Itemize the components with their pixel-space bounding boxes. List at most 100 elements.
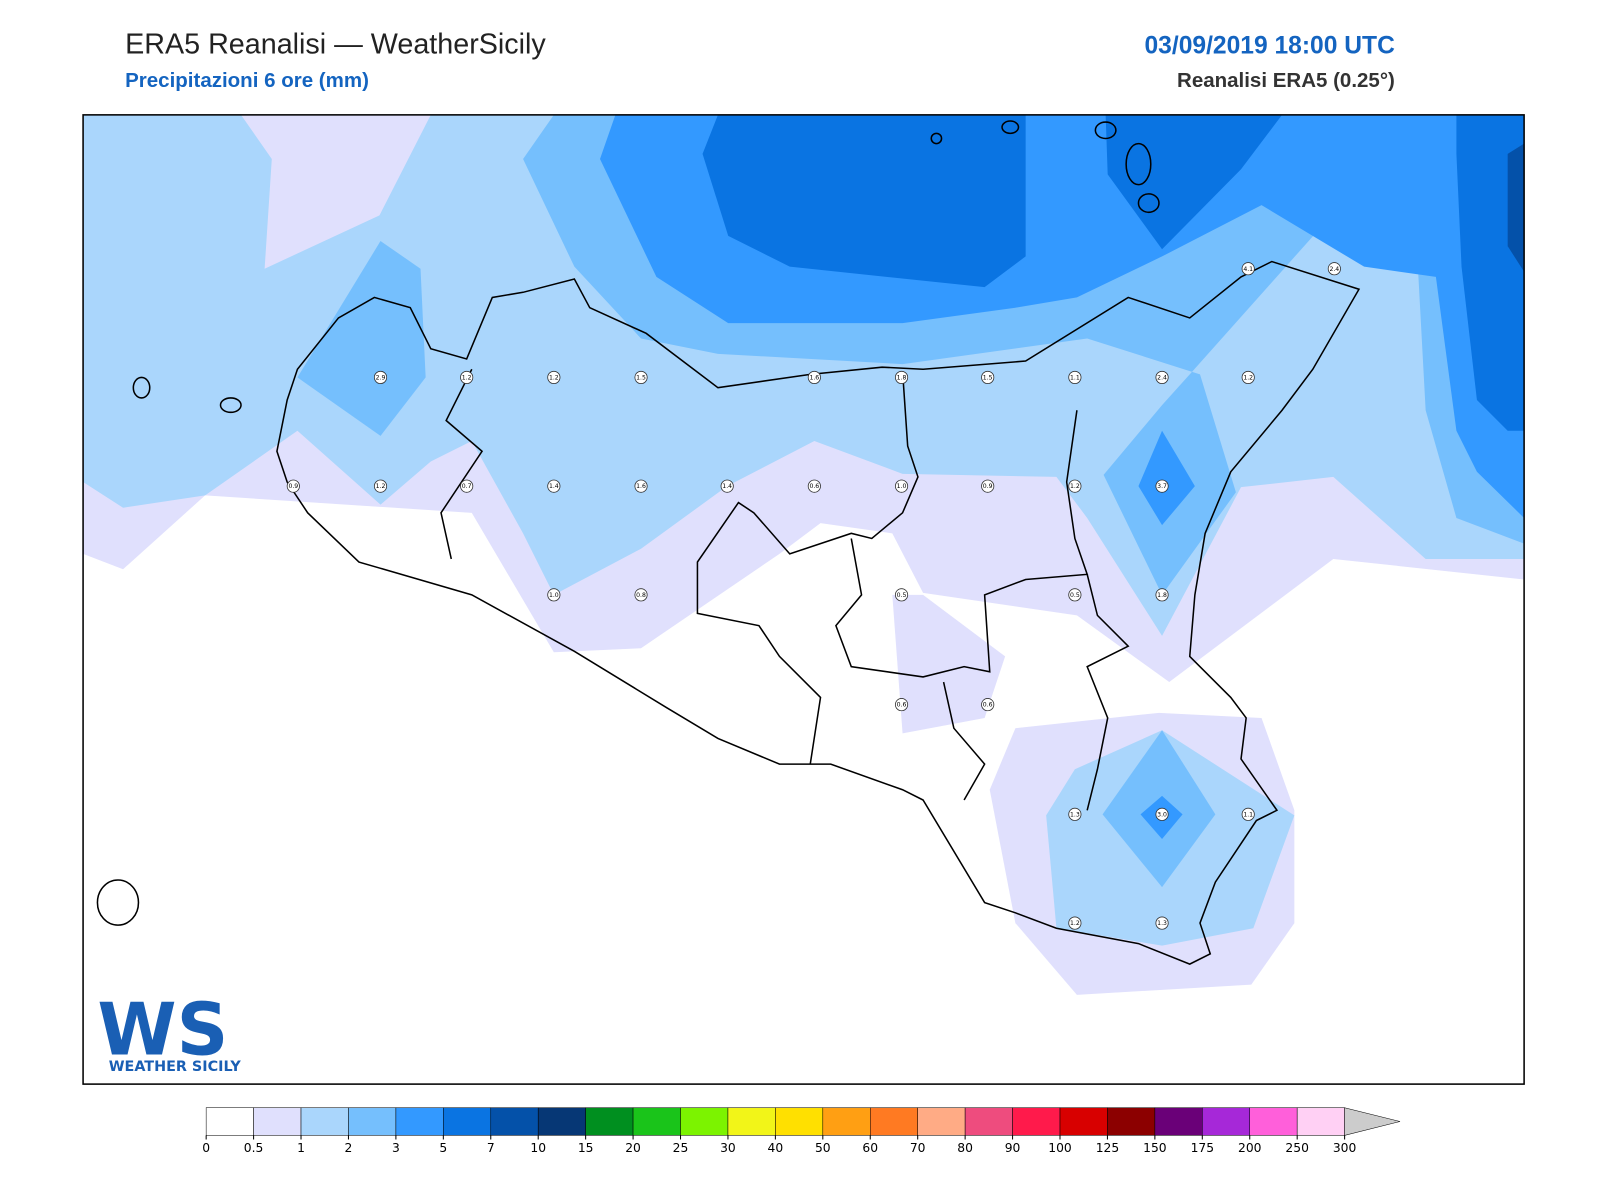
station-value: 1.0 — [549, 592, 559, 599]
station: 1.0 — [894, 479, 909, 493]
colorbar-bin — [585, 1107, 634, 1136]
colorbar-bin — [443, 1107, 492, 1136]
station: 0.8 — [634, 588, 648, 602]
station-marker — [981, 698, 995, 712]
colorbar-tick-label: 250 — [1285, 1141, 1308, 1155]
station-value: 1.4 — [549, 483, 559, 490]
map-frame — [82, 114, 1525, 1085]
station: 0.5 — [894, 588, 909, 602]
station-marker — [547, 588, 561, 602]
station-marker — [1068, 479, 1082, 493]
colorbar-tick-label: 0 — [202, 1141, 210, 1155]
station-marker — [1241, 262, 1255, 276]
station-marker — [634, 479, 648, 493]
station: 1.2 — [547, 370, 561, 384]
station: 1.6 — [807, 370, 821, 384]
station-marker — [547, 479, 561, 493]
station: 0.7 — [460, 479, 474, 493]
station-marker — [894, 370, 909, 384]
station-value: 1.6 — [809, 374, 819, 381]
colorbar-bin — [727, 1107, 776, 1136]
station: 1.2 — [1068, 916, 1082, 930]
precip-field: 2.9 1.2 1.2 1.5 1.6 1.8 1.5 1.1 2.4 1.2 4.1 2.4 0.9 1… — [83, 114, 1525, 1085]
station: 1.3 — [1068, 807, 1082, 821]
station: 1.6 — [634, 479, 648, 493]
station-value: 0.7 — [462, 483, 472, 490]
station-marker — [547, 370, 561, 384]
station: 1.2 — [460, 370, 474, 384]
station-value: 3.0 — [1157, 811, 1167, 818]
colorbar-tick-label: 40 — [768, 1141, 784, 1155]
station-value: 0.6 — [897, 702, 907, 709]
station-marker — [460, 479, 474, 493]
zone-lavender — [241, 114, 431, 269]
station-marker — [634, 370, 648, 384]
colorbar-tick-label: 7 — [487, 1141, 495, 1155]
station-marker — [1155, 916, 1169, 930]
stations: 2.9 1.2 1.2 1.5 1.6 1.8 1.5 1.1 2.4 1.2 4.1 2.4 0.9 1… — [286, 262, 1341, 930]
station-marker — [286, 479, 300, 493]
station: 0.9 — [981, 479, 995, 493]
station: 2.9 — [373, 370, 388, 384]
colorbar-bin — [490, 1107, 539, 1136]
colorbar-tick-label: 50 — [815, 1141, 831, 1155]
colorbar-bin — [537, 1107, 586, 1136]
station-value: 1.3 — [1157, 920, 1167, 927]
station: 0.6 — [894, 698, 909, 712]
station-marker — [981, 370, 995, 384]
station: 1.8 — [894, 370, 909, 384]
station: 2.4 — [1327, 262, 1341, 276]
colorbar-tick-label: 30 — [720, 1141, 736, 1155]
colorbar-tick-label: 1 — [297, 1141, 305, 1155]
station: 1.4 — [720, 479, 734, 493]
colorbar-bin — [1249, 1107, 1298, 1136]
station-value: 1.2 — [462, 374, 472, 381]
station-value: 1.3 — [1070, 811, 1080, 818]
station: 1.0 — [547, 588, 561, 602]
station-value: 1.8 — [1157, 592, 1167, 599]
colorbar: 0 0.5 1 2 3 5 7 10 15 20 25 30 40 50 60 70 80 90 100 125 150… — [202, 1107, 1401, 1155]
station: 3.7 — [1155, 479, 1169, 493]
colorbar-bin — [964, 1107, 1013, 1136]
station-value: 1.2 — [549, 374, 559, 381]
colorbar-bin — [253, 1107, 302, 1136]
colorbar-tick-label: 5 — [439, 1141, 447, 1155]
station: 1.5 — [981, 370, 995, 384]
station-value: 1.0 — [897, 483, 907, 490]
station-value: 1.1 — [1243, 811, 1253, 818]
station-marker — [1155, 807, 1169, 821]
station-value: 1.4 — [722, 483, 732, 490]
colorbar-bin — [395, 1107, 444, 1136]
station-value: 3.7 — [1157, 483, 1167, 490]
colorbar-tick-label: 10 — [530, 1141, 546, 1155]
colorbar-bin — [1012, 1107, 1061, 1136]
station-value: 1.8 — [897, 374, 907, 381]
station: 1.1 — [1068, 370, 1082, 384]
station-marker — [1068, 588, 1082, 602]
colorbar-bin — [775, 1107, 824, 1136]
station-marker — [1155, 370, 1169, 384]
station: 1.4 — [547, 479, 561, 493]
colorbar-bin — [869, 1107, 918, 1136]
station-marker — [1155, 479, 1169, 493]
station-marker — [1155, 588, 1169, 602]
zone-darkest — [1507, 143, 1525, 272]
colorbar-bin — [300, 1107, 349, 1136]
colorbar-bin — [822, 1107, 871, 1136]
station-value: 2.4 — [1329, 266, 1339, 273]
station-marker — [720, 479, 734, 493]
colorbar-tick-label: 60 — [862, 1141, 878, 1155]
station-marker — [460, 370, 474, 384]
colorbar-tick-label: 25 — [673, 1141, 689, 1155]
station-value: 1.5 — [636, 374, 646, 381]
station-value: 0.6 — [809, 483, 819, 490]
station-value: 1.2 — [376, 483, 386, 490]
colorbar-tick-label: 150 — [1143, 1141, 1166, 1155]
logo-mark: WS — [97, 987, 228, 1071]
station: 0.6 — [981, 698, 995, 712]
colorbar-tick-label: 80 — [957, 1141, 973, 1155]
station-marker — [894, 588, 909, 602]
station: 4.1 — [1241, 262, 1255, 276]
station: 0.5 — [1068, 588, 1082, 602]
source: Reanalisi ERA5 (0.25°) — [1177, 69, 1395, 92]
